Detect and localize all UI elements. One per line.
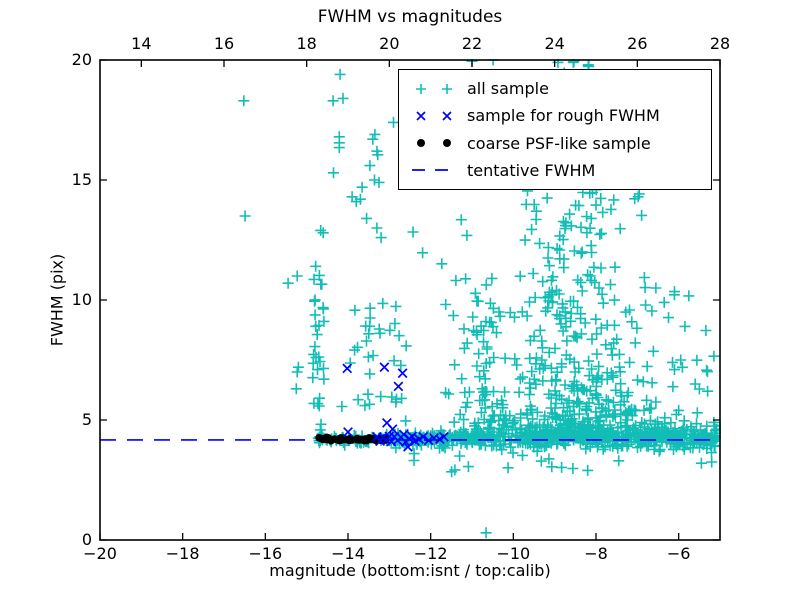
legend-label: tentative FWHM (467, 160, 596, 180)
x-top-tick-label: 20 (379, 34, 400, 53)
y-tick-label: 15 (71, 170, 92, 189)
x-axis-label: magnitude (bottom:isnt / top:calib) (269, 561, 551, 580)
plot-area (99, 59, 721, 541)
x-top-tick-label: 28 (709, 34, 731, 53)
legend-entry-all-sample: all sample (399, 76, 711, 102)
y-tick-label: 20 (71, 50, 92, 69)
y-tick-label: 0 (81, 530, 92, 549)
legend-entry-rough-fwhm: sample for rough FWHM (399, 103, 711, 129)
y-tick-label: 10 (71, 290, 92, 309)
legend-label: sample for rough FWHM (467, 106, 660, 126)
x-top-tick-label: 18 (296, 34, 317, 53)
legend: all sample sample for rough FWHM coarse … (398, 69, 712, 190)
y-tick-label: 5 (81, 410, 92, 429)
x-top-tick-label: 24 (544, 34, 565, 53)
x-bottom-tick-label: −16 (248, 544, 283, 563)
cross-marker-icon (416, 111, 452, 121)
x-bottom-tick-label: −10 (496, 544, 531, 563)
x-bottom-tick-label: −14 (331, 544, 365, 563)
plus-marker-icon (416, 83, 452, 94)
chart-title: FWHM vs magnitudes (317, 7, 503, 27)
dashed-line-icon (412, 169, 454, 172)
x-top-tick-label: 16 (213, 34, 235, 53)
x-bottom-tick-label: −6 (666, 544, 691, 563)
legend-label: coarse PSF-like sample (467, 133, 651, 153)
dot-marker-icon (417, 139, 451, 148)
legend-label: all sample (467, 79, 549, 99)
x-bottom-tick-label: −12 (413, 544, 448, 563)
legend-entry-tentative-fwhm: tentative FWHM (399, 157, 711, 183)
rough-fwhm-points (342, 362, 449, 452)
x-bottom-tick-label: −8 (584, 544, 608, 563)
x-bottom-tick-label: −18 (165, 544, 200, 563)
legend-entry-psf-sample: coarse PSF-like sample (399, 130, 711, 156)
axes-frame (99, 59, 721, 541)
x-top-tick-label: 14 (131, 34, 152, 53)
x-top-tick-label: 26 (627, 34, 648, 53)
x-bottom-tick-label: −20 (83, 544, 117, 563)
x-top-tick-label: 22 (461, 34, 483, 53)
